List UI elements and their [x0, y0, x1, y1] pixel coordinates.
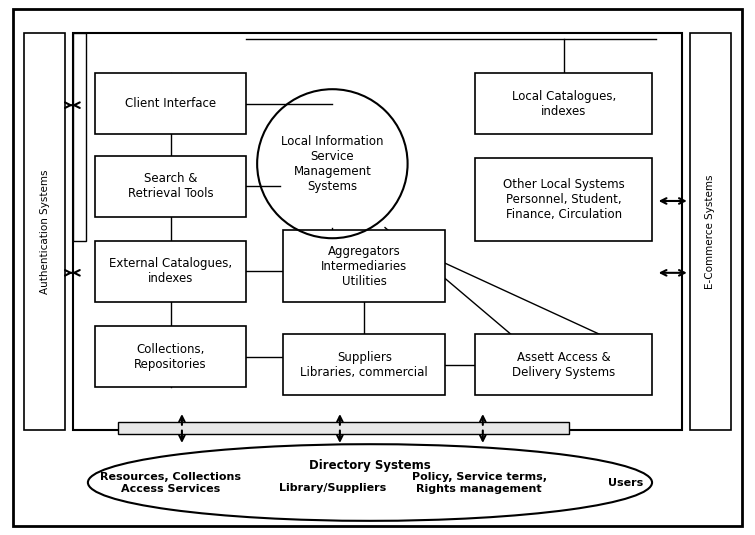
Text: E-Commerce Systems: E-Commerce Systems [705, 174, 715, 289]
Text: Aggregators
Intermediaries
Utilities: Aggregators Intermediaries Utilities [321, 244, 408, 288]
Text: Library/Suppliers: Library/Suppliers [279, 483, 386, 493]
Text: Users: Users [608, 478, 643, 488]
Text: Suppliers
Libraries, commercial: Suppliers Libraries, commercial [300, 350, 428, 379]
Text: Client Interface: Client Interface [125, 97, 216, 110]
FancyBboxPatch shape [476, 73, 652, 134]
Text: Local Catalogues,
indexes: Local Catalogues, indexes [512, 90, 616, 118]
Text: Other Local Systems
Personnel, Student,
Finance, Circulation: Other Local Systems Personnel, Student, … [503, 178, 624, 221]
FancyBboxPatch shape [13, 10, 742, 525]
FancyBboxPatch shape [283, 334, 445, 395]
Text: Local Information
Service
Management
Systems: Local Information Service Management Sys… [281, 135, 384, 193]
Text: Search &
Retrieval Tools: Search & Retrieval Tools [128, 172, 214, 200]
FancyBboxPatch shape [95, 73, 246, 134]
FancyBboxPatch shape [95, 156, 246, 217]
FancyBboxPatch shape [95, 241, 246, 302]
FancyBboxPatch shape [476, 158, 652, 241]
FancyBboxPatch shape [476, 334, 652, 395]
Text: Policy, Service terms,
Rights management: Policy, Service terms, Rights management [411, 472, 547, 494]
Text: Assett Access &
Delivery Systems: Assett Access & Delivery Systems [512, 350, 615, 379]
Text: Collections,
Repositories: Collections, Repositories [134, 342, 207, 371]
FancyBboxPatch shape [95, 326, 246, 387]
FancyBboxPatch shape [689, 33, 731, 430]
Text: Directory Systems: Directory Systems [309, 459, 431, 472]
FancyBboxPatch shape [72, 33, 683, 430]
FancyBboxPatch shape [283, 230, 445, 302]
FancyBboxPatch shape [24, 33, 66, 430]
FancyBboxPatch shape [118, 422, 569, 433]
Text: External Catalogues,
indexes: External Catalogues, indexes [109, 257, 233, 286]
Text: Resources, Collections
Access Services: Resources, Collections Access Services [100, 472, 241, 494]
FancyBboxPatch shape [72, 33, 86, 241]
Text: Authentication Systems: Authentication Systems [40, 169, 50, 294]
